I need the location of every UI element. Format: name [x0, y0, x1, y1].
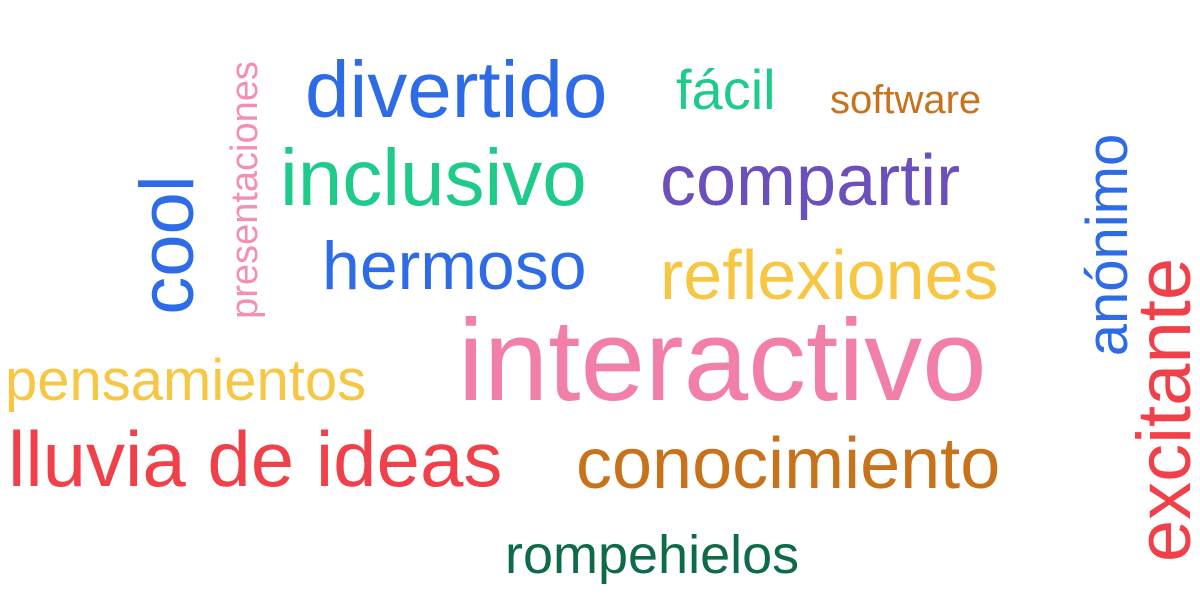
word-excitante: excitante	[1122, 257, 1200, 563]
word-rompehielos: rompehielos	[505, 525, 800, 585]
word-conocimiento: conocimiento	[576, 424, 1001, 504]
word-facil: fácil	[676, 58, 776, 121]
word-lluvia-de-ideas: lluvia de ideas	[8, 415, 503, 503]
word-cool: cool	[125, 175, 210, 315]
word-divertido: divertido	[305, 45, 608, 134]
word-software: software	[830, 78, 982, 122]
word-hermoso: hermoso	[322, 228, 587, 304]
word-presentaciones: presentaciones	[224, 61, 266, 319]
word-reflexiones: reflexiones	[660, 236, 999, 314]
word-inclusivo: inclusivo	[280, 133, 587, 222]
word-compartir: compartir	[660, 141, 961, 221]
word-pensamientos: pensamientos	[5, 348, 367, 413]
word-interactivo: interactivo	[458, 295, 987, 425]
